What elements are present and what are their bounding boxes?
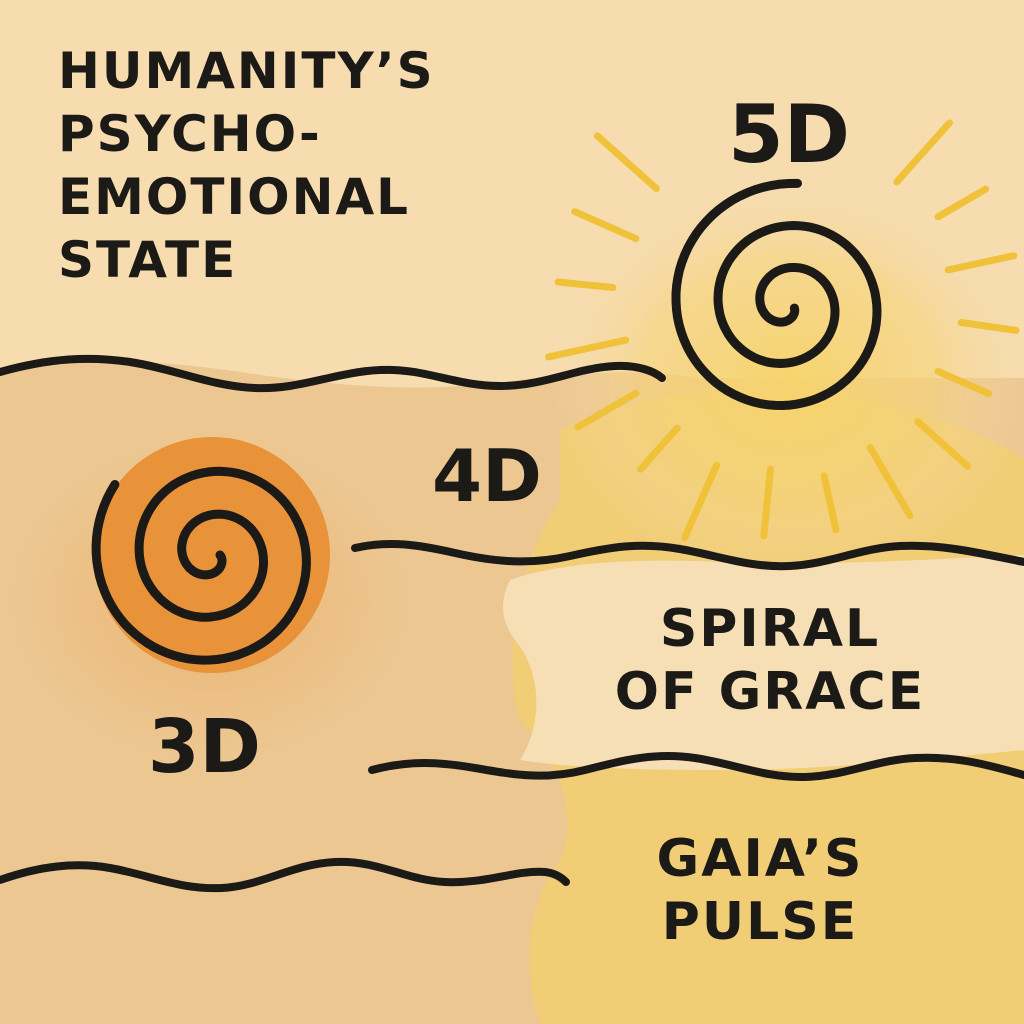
sun-glow xyxy=(550,180,1024,580)
sun-ray xyxy=(681,461,721,541)
spiral-5d-icon xyxy=(671,178,882,411)
sun-ray xyxy=(820,472,840,534)
sun-ray xyxy=(574,389,640,431)
level-3d-label: 3D xyxy=(148,704,261,790)
sun-ray xyxy=(545,336,630,361)
sun-ray xyxy=(934,185,990,221)
sun-ray xyxy=(571,208,640,243)
wavy-line-grace-lower xyxy=(368,751,1024,782)
sun-ray xyxy=(593,132,660,192)
sun-ray xyxy=(957,319,1020,334)
gaias-pulse-line: PULSE xyxy=(661,892,859,952)
sun-ray xyxy=(914,418,972,470)
cream-band-region xyxy=(503,555,1024,770)
sun-rays xyxy=(545,119,1020,541)
sun-ray xyxy=(760,465,774,540)
sun-ray xyxy=(944,252,1018,274)
spiral-of-grace-line: SPIRAL xyxy=(659,599,881,659)
level-5d-label: 5D xyxy=(728,88,851,181)
gaias-pulse-line: GAIA’S xyxy=(656,829,864,889)
title-line: HUMANITY’S xyxy=(58,42,435,100)
spiral-of-grace-label: SPIRAL OF GRACE xyxy=(600,598,940,724)
spiral-of-grace-line: OF GRACE xyxy=(614,662,926,722)
sun-ray xyxy=(893,119,953,186)
sun-ray xyxy=(934,367,992,397)
wavy-line-bottom xyxy=(0,857,570,893)
title-line: EMOTIONAL xyxy=(58,168,411,226)
wavy-line-4d-lower xyxy=(351,539,1024,571)
title-line: PSYCHO- xyxy=(58,105,322,163)
spiral-3d-icon xyxy=(91,466,311,665)
orange-spiral-disc xyxy=(94,437,330,673)
title-line: STATE xyxy=(58,231,238,289)
diagram-title: HUMANITY’S PSYCHO- EMOTIONAL STATE xyxy=(58,40,478,292)
wavy-line-upper xyxy=(0,354,666,393)
level-4d-label: 4D xyxy=(432,434,542,518)
sun-ray xyxy=(866,444,914,520)
sun-ray xyxy=(637,424,681,473)
gaias-pulse-label: GAIA’S PULSE xyxy=(610,828,910,954)
sun-ray xyxy=(554,278,617,291)
